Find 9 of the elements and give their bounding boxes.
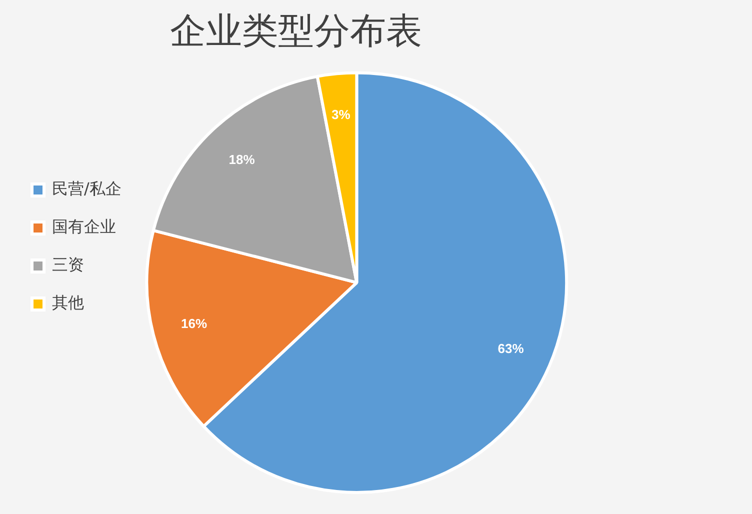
legend-label: 三资 <box>52 255 84 274</box>
data-label: 18% <box>228 152 256 167</box>
data-label: 63% <box>498 340 524 356</box>
legend-label: 国有企业 <box>52 217 116 236</box>
chart-title: 企业类型分布表 <box>170 11 422 52</box>
legend-label: 其他 <box>52 293 84 312</box>
data-label: 16% <box>181 316 208 331</box>
data-label: 3% <box>331 107 351 122</box>
legend-label: 民营/私企 <box>52 179 122 198</box>
